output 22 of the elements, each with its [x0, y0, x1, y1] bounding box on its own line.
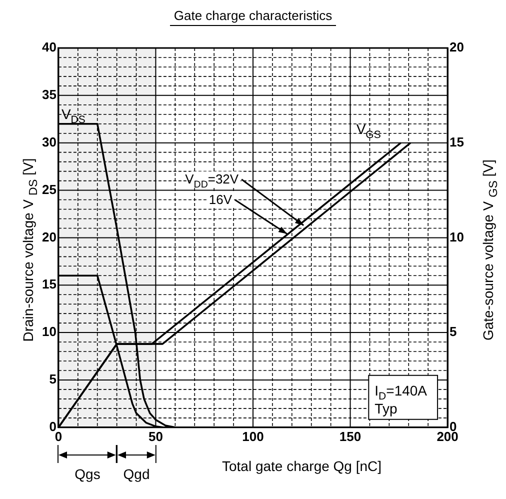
y-tick-label: 15 — [42, 276, 56, 292]
x-axis-title: Total gate charge Qg [nC] — [222, 458, 382, 474]
y2-tick-label: 5 — [450, 324, 457, 340]
y-tick-label: 35 — [42, 87, 56, 102]
text: Qgd — [123, 466, 150, 482]
y2-tick-label: 20 — [450, 40, 464, 55]
text: Qgs — [74, 466, 100, 482]
y-tick-label: 25 — [42, 182, 56, 197]
y2-tick-label: 10 — [450, 229, 464, 244]
y-tick-label: 5 — [49, 372, 56, 387]
y-tick-label: 40 — [42, 40, 56, 55]
x-tick-label: 150 — [339, 428, 362, 444]
y-tick-label: 20 — [42, 229, 56, 244]
y2-tick-label: 15 — [450, 134, 464, 150]
chart-title: Gate charge characteristics — [170, 8, 336, 26]
annotation: Typ — [374, 400, 398, 416]
annotation: 16V — [208, 192, 232, 207]
x-tick-label: 50 — [148, 428, 163, 444]
y-tick-label: 10 — [42, 324, 56, 340]
y-tick-label: 30 — [42, 134, 56, 150]
x-tick-label: 100 — [242, 428, 264, 444]
y-tick-label: 0 — [49, 418, 56, 434]
